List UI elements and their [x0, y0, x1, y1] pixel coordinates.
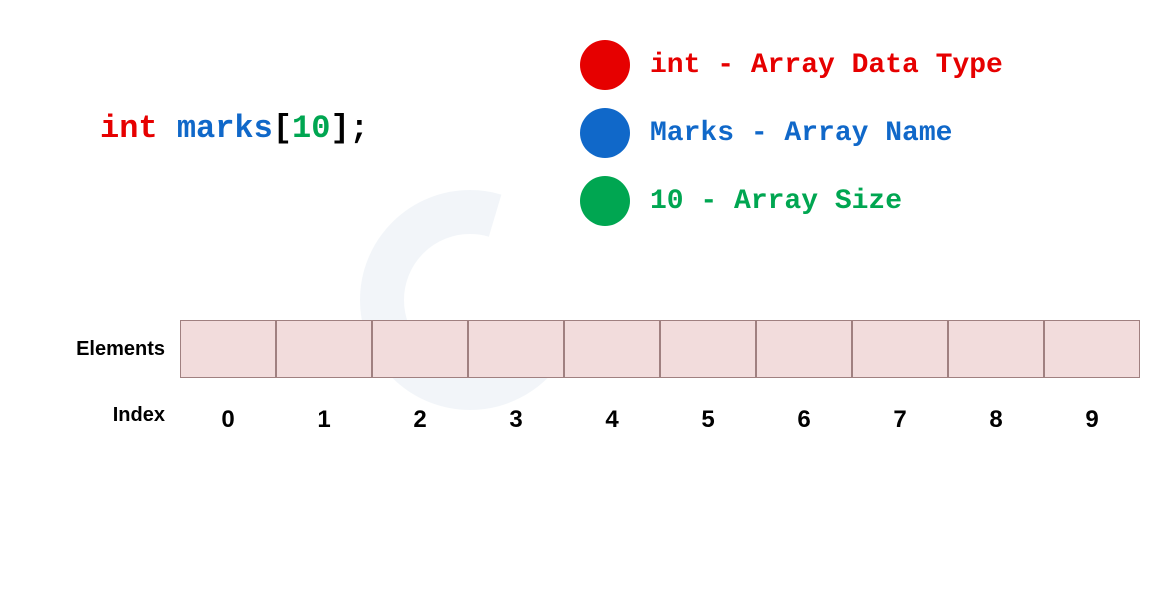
array-cell [276, 320, 372, 378]
legend-text: 10 - Array Size [650, 186, 902, 217]
index-value: 7 [852, 406, 948, 434]
array-cell [756, 320, 852, 378]
array-cell [1044, 320, 1140, 378]
element-cells [180, 320, 1140, 378]
elements-label: Elements [60, 338, 180, 361]
index-value: 8 [948, 406, 1044, 434]
index-row: Index 0123456789 [60, 396, 1140, 434]
array-cell [180, 320, 276, 378]
index-value: 2 [372, 406, 468, 434]
legend-text: Marks - Array Name [650, 118, 952, 149]
declaration-name: marks [177, 110, 273, 147]
index-value: 1 [276, 406, 372, 434]
declaration-size: 10 [292, 110, 330, 147]
elements-row: Elements [60, 320, 1140, 378]
declaration-type: int [100, 110, 158, 147]
index-value: 6 [756, 406, 852, 434]
legend-item: Marks - Array Name [580, 108, 1003, 158]
index-cells: 0123456789 [180, 396, 1140, 434]
legend-circle-icon [580, 108, 630, 158]
array-cell [564, 320, 660, 378]
index-value: 3 [468, 406, 564, 434]
legend-item: int - Array Data Type [580, 40, 1003, 90]
legend: int - Array Data Type Marks - Array Name… [580, 40, 1003, 244]
index-value: 4 [564, 406, 660, 434]
legend-circle-icon [580, 40, 630, 90]
legend-circle-icon [580, 176, 630, 226]
declaration-bracket-close: ]; [330, 110, 368, 147]
legend-item: 10 - Array Size [580, 176, 1003, 226]
space [158, 110, 177, 147]
array-cell [852, 320, 948, 378]
array-declaration: int marks[10]; [100, 110, 369, 147]
array-cell [468, 320, 564, 378]
declaration-bracket-open: [ [273, 110, 292, 147]
index-label: Index [60, 404, 180, 427]
array-cell [372, 320, 468, 378]
array-diagram: Elements Index 0123456789 [60, 320, 1140, 452]
array-cell [948, 320, 1044, 378]
index-value: 9 [1044, 406, 1140, 434]
legend-text: int - Array Data Type [650, 50, 1003, 81]
array-cell [660, 320, 756, 378]
index-value: 0 [180, 406, 276, 434]
index-value: 5 [660, 406, 756, 434]
